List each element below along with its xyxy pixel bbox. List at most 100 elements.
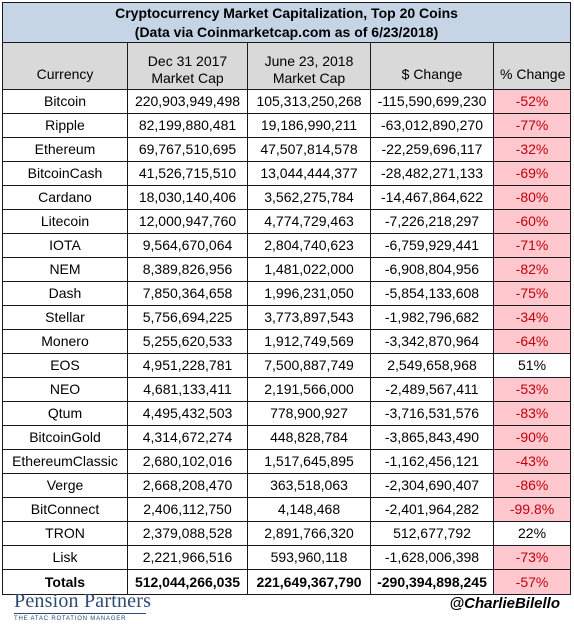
dec-2017-cap-cell: 8,389,826,956 [127,257,248,282]
table-row: IOTA 9,564,670,064 2,804,740,623 -6,759,929… [2,233,572,258]
column-header-label: Market Cap [272,70,346,86]
dec-2017-cap-cell: 2,406,112,750 [127,497,248,522]
currency-cell: Cardano [2,185,128,210]
currency-cell: EOS [2,353,128,378]
percent-change-cell: -34% [492,305,572,330]
table-row: BitConnect 2,406,112,750 4,148,468 -2,401,9… [2,497,572,522]
percent-change-cell: -99.8% [492,497,572,522]
brand-name: Pension Partners [14,590,152,612]
table-row: Stellar 5,756,694,225 3,773,897,543 -1,982,… [2,305,572,330]
market-cap-table: Cryptocurrency Market Capitalization, To… [1,2,572,595]
dollar-change-cell: -6,908,804,956 [370,257,494,282]
dollar-change-cell: -1,982,796,682 [370,305,494,330]
dollar-change-cell: -290,394,898,245 [370,569,494,595]
jun-2018-cap-cell: 4,774,729,463 [247,209,371,234]
percent-change-cell: -73% [492,545,572,570]
table-row: NEM 8,389,826,956 1,481,022,000 -6,908,804,… [2,257,572,282]
table-row: TRON 2,379,088,528 2,891,766,320 512,677,79… [2,521,572,546]
column-header-date: Dec 31 2017 [147,53,228,69]
percent-change-cell: -64% [492,329,572,354]
dollar-change-cell: -7,226,218,297 [370,209,494,234]
footer: Pension Partners THE ATAC ROTATION MANAG… [0,586,574,629]
column-header-date: June 23, 2018 [264,53,354,69]
currency-cell: NEO [2,377,128,402]
dollar-change-cell: -28,482,271,133 [370,161,494,186]
dec-2017-cap-cell: 18,030,140,406 [127,185,248,210]
dollar-change-cell: -3,865,843,490 [370,425,494,450]
dec-2017-cap-cell: 5,756,694,225 [127,305,248,330]
dec-2017-cap-cell: 7,850,364,658 [127,281,248,306]
column-header: June 23, 2018 Market Cap [247,42,371,90]
currency-cell: Ripple [2,113,128,138]
currency-cell: BitConnect [2,497,128,522]
currency-cell: Stellar [2,305,128,330]
column-header-row: Currency Dec 31 2017 Market Cap June 23, 20… [2,42,572,90]
currency-cell: TRON [2,521,128,546]
dollar-change-cell: -115,590,699,230 [370,89,494,114]
percent-change-cell: -60% [492,209,572,234]
currency-cell: BitcoinGold [2,425,128,450]
percent-change-cell: 51% [492,353,572,378]
column-header: Currency [2,42,128,90]
jun-2018-cap-cell: 1,481,022,000 [247,257,371,282]
dec-2017-cap-cell: 2,668,208,470 [127,473,248,498]
table-row: Qtum 4,495,432,503 778,900,927 -3,716,531,5… [2,401,572,426]
jun-2018-cap-cell: 47,507,814,578 [247,137,371,162]
dollar-change-cell: -6,759,929,441 [370,233,494,258]
jun-2018-cap-cell: 448,828,784 [247,425,371,450]
dec-2017-cap-cell: 2,221,966,516 [127,545,248,570]
jun-2018-cap-cell: 7,500,887,749 [247,353,371,378]
column-header: Dec 31 2017 Market Cap [127,42,248,90]
dec-2017-cap-cell: 4,314,672,274 [127,425,248,450]
currency-cell: Dash [2,281,128,306]
column-header-label: $ Change [401,66,463,82]
dollar-change-cell: -3,342,870,964 [370,329,494,354]
percent-change-cell: -52% [492,89,572,114]
jun-2018-cap-cell: 1,517,645,895 [247,449,371,474]
currency-cell: Verge [2,473,128,498]
column-header-label: % Change [500,66,566,82]
column-header: $ Change [370,42,494,90]
dec-2017-cap-cell: 4,681,133,411 [127,377,248,402]
jun-2018-cap-cell: 593,960,118 [247,545,371,570]
currency-cell: Qtum [2,401,128,426]
jun-2018-cap-cell: 4,148,468 [247,497,371,522]
currency-cell: Lisk [2,545,128,570]
dollar-change-cell: -5,854,133,608 [370,281,494,306]
dollar-change-cell: -2,304,690,407 [370,473,494,498]
table-body: Bitcoin 220,903,949,498 105,313,250,268 -11… [2,89,572,595]
totals-row: Totals 512,044,266,035 221,649,367,790 -290… [2,569,572,595]
dollar-change-cell: 512,677,792 [370,521,494,546]
percent-change-cell: -80% [492,185,572,210]
table-row: Ethereum 69,767,510,695 47,507,814,578 -22,… [2,137,572,162]
table-row: BitcoinGold 4,314,672,274 448,828,784 -3,86… [2,425,572,450]
dollar-change-cell: -3,716,531,576 [370,401,494,426]
dec-2017-cap-cell: 4,495,432,503 [127,401,248,426]
dollar-change-cell: 2,549,658,968 [370,353,494,378]
dec-2017-cap-cell: 12,000,947,760 [127,209,248,234]
currency-cell: BitcoinCash [2,161,128,186]
author-handle: @CharlieBilello [449,595,561,612]
jun-2018-cap-cell: 3,562,275,784 [247,185,371,210]
currency-cell: NEM [2,257,128,282]
dollar-change-cell: -1,162,456,121 [370,449,494,474]
jun-2018-cap-cell: 1,912,749,569 [247,329,371,354]
jun-2018-cap-cell: 2,891,766,320 [247,521,371,546]
dollar-change-cell: -1,628,006,398 [370,545,494,570]
table-row: Monero 5,255,620,533 1,912,749,569 -3,342,8… [2,329,572,354]
table-row: Ripple 82,199,880,481 19,186,990,211 -63,01… [2,113,572,138]
table-row: EthereumClassic 2,680,102,016 1,517,645,89… [2,449,572,474]
table-row: Litecoin 12,000,947,760 4,774,729,463 -7,22… [2,209,572,234]
percent-change-cell: -43% [492,449,572,474]
table-row: Verge 2,668,208,470 363,518,063 -2,304,690,… [2,473,572,498]
dollar-change-cell: -63,012,890,270 [370,113,494,138]
totals-label: Totals [2,569,128,595]
currency-cell: Bitcoin [2,89,128,114]
table-row: Lisk 2,221,966,516 593,960,118 -1,628,006,3… [2,545,572,570]
currency-cell: Ethereum [2,137,128,162]
jun-2018-cap-cell: 13,044,444,377 [247,161,371,186]
dec-2017-cap-cell: 220,903,949,498 [127,89,248,114]
dollar-change-cell: -22,259,696,117 [370,137,494,162]
table-row: EOS 4,951,228,781 7,500,887,749 2,549,658,9… [2,353,572,378]
